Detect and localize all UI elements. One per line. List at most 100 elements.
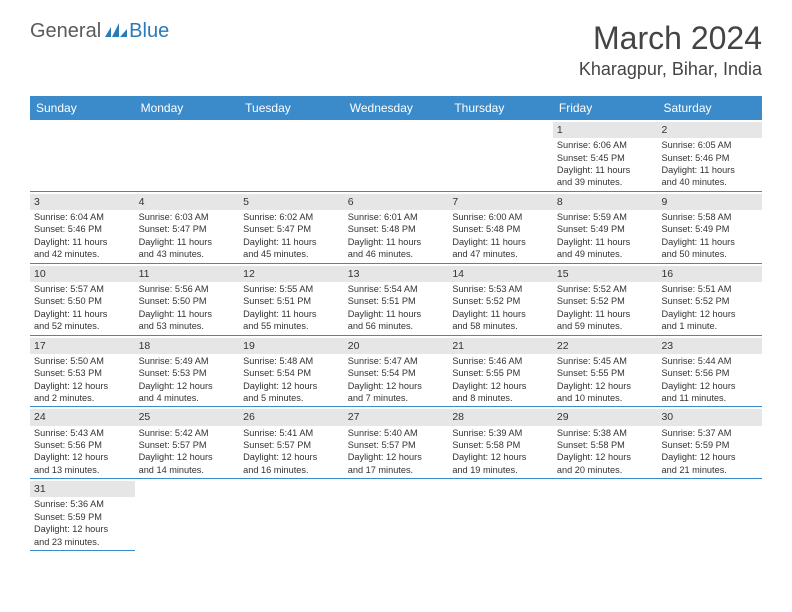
day-info-line: Daylight: 12 hours [34,380,131,392]
day-cell [657,479,762,551]
day-cell: 22Sunrise: 5:45 AMSunset: 5:55 PMDayligh… [553,336,658,408]
day-number: 19 [239,338,344,354]
day-cell: 18Sunrise: 5:49 AMSunset: 5:53 PMDayligh… [135,336,240,408]
day-info-line: Sunrise: 5:50 AM [34,355,131,367]
day-info-line: Sunset: 5:53 PM [34,367,131,379]
day-header: Friday [553,96,658,120]
day-info-line: Sunrise: 6:02 AM [243,211,340,223]
week-row: 3Sunrise: 6:04 AMSunset: 5:46 PMDaylight… [30,192,762,264]
day-number: 29 [553,409,658,425]
day-info-line: Daylight: 11 hours [452,308,549,320]
day-cell [239,479,344,551]
day-info-line: Sunrise: 6:03 AM [139,211,236,223]
day-info-line: and 2 minutes. [34,392,131,404]
day-number: 3 [30,194,135,210]
day-cell: 13Sunrise: 5:54 AMSunset: 5:51 PMDayligh… [344,264,449,336]
day-info-line: Daylight: 12 hours [34,523,131,535]
day-header: Thursday [448,96,553,120]
calendar: SundayMondayTuesdayWednesdayThursdayFrid… [30,96,762,551]
day-info-line: Sunset: 5:48 PM [348,223,445,235]
day-info-line: Daylight: 11 hours [139,308,236,320]
day-cell: 2Sunrise: 6:05 AMSunset: 5:46 PMDaylight… [657,120,762,192]
day-info-line: Daylight: 12 hours [139,451,236,463]
day-cell: 29Sunrise: 5:38 AMSunset: 5:58 PMDayligh… [553,407,658,479]
day-info-line: Sunset: 5:54 PM [243,367,340,379]
day-info-line: and 39 minutes. [557,176,654,188]
day-info-line: Sunset: 5:49 PM [661,223,758,235]
day-info-line: Daylight: 12 hours [452,380,549,392]
day-info-line: Sunset: 5:53 PM [139,367,236,379]
day-info-line: Sunrise: 5:40 AM [348,427,445,439]
day-info-line: Daylight: 12 hours [243,380,340,392]
day-info-line: Sunrise: 6:06 AM [557,139,654,151]
day-cell: 11Sunrise: 5:56 AMSunset: 5:50 PMDayligh… [135,264,240,336]
day-number: 2 [657,122,762,138]
day-headers-row: SundayMondayTuesdayWednesdayThursdayFrid… [30,96,762,120]
day-cell [553,479,658,551]
day-info-line: Daylight: 11 hours [557,236,654,248]
day-cell: 4Sunrise: 6:03 AMSunset: 5:47 PMDaylight… [135,192,240,264]
day-cell: 31Sunrise: 5:36 AMSunset: 5:59 PMDayligh… [30,479,135,551]
day-info-line: Sunrise: 5:49 AM [139,355,236,367]
day-cell: 24Sunrise: 5:43 AMSunset: 5:56 PMDayligh… [30,407,135,479]
day-info-line: Sunrise: 5:43 AM [34,427,131,439]
day-info-line: and 59 minutes. [557,320,654,332]
day-info-line: Sunset: 5:49 PM [557,223,654,235]
day-info-line: Daylight: 12 hours [661,308,758,320]
day-info-line: Sunrise: 5:48 AM [243,355,340,367]
day-number: 11 [135,266,240,282]
day-info-line: and 17 minutes. [348,464,445,476]
day-cell: 26Sunrise: 5:41 AMSunset: 5:57 PMDayligh… [239,407,344,479]
day-cell [239,120,344,192]
day-cell: 15Sunrise: 5:52 AMSunset: 5:52 PMDayligh… [553,264,658,336]
day-header: Tuesday [239,96,344,120]
day-info-line: Sunrise: 6:00 AM [452,211,549,223]
day-info-line: Sunrise: 5:44 AM [661,355,758,367]
day-info-line: Daylight: 11 hours [661,236,758,248]
day-info-line: and 8 minutes. [452,392,549,404]
day-info-line: and 46 minutes. [348,248,445,260]
day-info-line: Sunset: 5:59 PM [34,511,131,523]
day-info-line: Sunset: 5:50 PM [139,295,236,307]
day-info-line: Sunset: 5:57 PM [243,439,340,451]
day-info-line: Daylight: 11 hours [243,236,340,248]
day-info-line: Sunset: 5:46 PM [34,223,131,235]
day-cell: 21Sunrise: 5:46 AMSunset: 5:55 PMDayligh… [448,336,553,408]
day-info-line: and 45 minutes. [243,248,340,260]
day-info-line: and 40 minutes. [661,176,758,188]
day-number: 16 [657,266,762,282]
day-header: Wednesday [344,96,449,120]
day-info-line: Daylight: 12 hours [243,451,340,463]
day-cell: 14Sunrise: 5:53 AMSunset: 5:52 PMDayligh… [448,264,553,336]
title-block: March 2024 Kharagpur, Bihar, India [579,20,762,80]
day-info-line: Daylight: 12 hours [139,380,236,392]
day-cell: 9Sunrise: 5:58 AMSunset: 5:49 PMDaylight… [657,192,762,264]
day-cell: 12Sunrise: 5:55 AMSunset: 5:51 PMDayligh… [239,264,344,336]
day-info-line: Sunset: 5:56 PM [661,367,758,379]
day-info-line: Daylight: 12 hours [34,451,131,463]
day-cell: 30Sunrise: 5:37 AMSunset: 5:59 PMDayligh… [657,407,762,479]
day-cell: 27Sunrise: 5:40 AMSunset: 5:57 PMDayligh… [344,407,449,479]
day-cell [135,120,240,192]
day-number: 6 [344,194,449,210]
day-number: 20 [344,338,449,354]
day-info-line: Sunset: 5:47 PM [243,223,340,235]
day-info-line: Sunset: 5:58 PM [557,439,654,451]
day-info-line: Sunset: 5:52 PM [661,295,758,307]
day-info-line: Sunrise: 5:52 AM [557,283,654,295]
day-info-line: Daylight: 11 hours [348,308,445,320]
day-info-line: and 53 minutes. [139,320,236,332]
day-number: 23 [657,338,762,354]
day-info-line: Daylight: 12 hours [348,380,445,392]
day-number: 9 [657,194,762,210]
day-info-line: Sunset: 5:51 PM [348,295,445,307]
day-info-line: and 50 minutes. [661,248,758,260]
day-info-line: Sunset: 5:58 PM [452,439,549,451]
day-cell [448,120,553,192]
day-info-line: Daylight: 11 hours [348,236,445,248]
day-cell: 23Sunrise: 5:44 AMSunset: 5:56 PMDayligh… [657,336,762,408]
day-cell: 8Sunrise: 5:59 AMSunset: 5:49 PMDaylight… [553,192,658,264]
day-info-line: and 20 minutes. [557,464,654,476]
day-number: 10 [30,266,135,282]
day-cell: 20Sunrise: 5:47 AMSunset: 5:54 PMDayligh… [344,336,449,408]
